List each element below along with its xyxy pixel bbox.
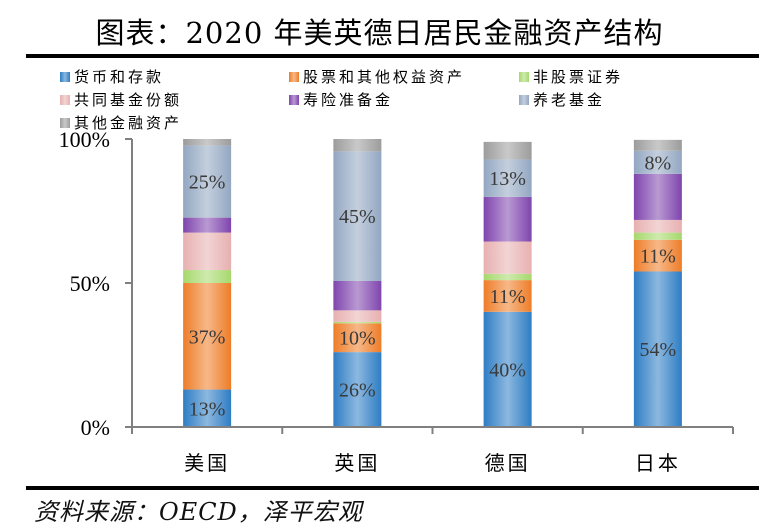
bar-segment bbox=[183, 232, 232, 271]
bar-stack bbox=[183, 139, 232, 427]
bar-segment bbox=[633, 219, 682, 233]
bar-segment bbox=[333, 352, 382, 427]
legend-swatch bbox=[519, 94, 529, 105]
bar-segment bbox=[183, 217, 232, 233]
legend-label: 寿险准备金 bbox=[303, 91, 394, 109]
bar-segment bbox=[183, 389, 232, 427]
bar-segment bbox=[483, 280, 532, 312]
x-tick-label: 英国 bbox=[334, 451, 380, 475]
legend-label: 养老基金 bbox=[533, 91, 606, 109]
source-divider bbox=[26, 486, 759, 490]
data-label: 10% bbox=[339, 328, 376, 350]
x-tick-label: 美国 bbox=[184, 451, 230, 475]
data-label: 45% bbox=[339, 206, 376, 228]
data-label: 11% bbox=[490, 286, 526, 308]
bar-segment bbox=[183, 139, 232, 146]
data-label: 8% bbox=[645, 152, 672, 174]
source-note: 资料来源：OECD，泽平宏观 bbox=[34, 498, 363, 526]
bar-segment bbox=[633, 239, 682, 272]
legend-item: 股票和其他权益资产 bbox=[289, 66, 465, 87]
legend-swatch bbox=[60, 94, 70, 105]
legend-swatch bbox=[289, 71, 299, 82]
legend-item: 共同基金份额 bbox=[60, 89, 182, 110]
data-label: 37% bbox=[189, 326, 226, 348]
legend-swatch bbox=[60, 71, 70, 82]
legend-swatch bbox=[289, 94, 299, 105]
legend-item: 寿险准备金 bbox=[289, 89, 393, 110]
x-tick-label: 日本 bbox=[635, 451, 681, 475]
bar-segment bbox=[633, 139, 682, 151]
legend-label: 货币和存款 bbox=[74, 68, 165, 86]
legend-item: 养老基金 bbox=[519, 89, 605, 110]
legend-label: 非股票证券 bbox=[533, 68, 624, 86]
data-label: 26% bbox=[339, 380, 376, 402]
bar-segment bbox=[633, 232, 682, 240]
bar-segment bbox=[333, 139, 382, 152]
bars-layer bbox=[183, 139, 682, 427]
bar-segment bbox=[483, 159, 532, 197]
legend-label: 股票和其他权益资产 bbox=[303, 68, 466, 86]
y-tick-label: 100% bbox=[59, 127, 110, 152]
bar-segment bbox=[633, 173, 682, 220]
chart-title: 图表：2020 年美英德日居民金融资产结构 bbox=[95, 16, 664, 50]
bar-segment bbox=[483, 241, 532, 274]
data-label: 54% bbox=[640, 339, 677, 361]
bar-stack bbox=[333, 139, 382, 427]
y-tick-label: 0% bbox=[81, 415, 110, 440]
bar-segment bbox=[483, 196, 532, 242]
x-tick-label: 德国 bbox=[485, 451, 531, 475]
bar-segment bbox=[633, 150, 682, 174]
bar-segment bbox=[483, 273, 532, 281]
data-label: 25% bbox=[189, 172, 226, 194]
bar-segment bbox=[333, 321, 382, 324]
title-divider bbox=[26, 54, 759, 58]
bar-segment bbox=[633, 271, 682, 427]
bar-segment bbox=[333, 310, 382, 322]
y-tick-label: 50% bbox=[70, 271, 110, 296]
bar-segment bbox=[333, 280, 382, 311]
bar-segment bbox=[183, 270, 232, 283]
legend-label: 共同基金份额 bbox=[74, 91, 183, 109]
data-label: 11% bbox=[640, 246, 676, 268]
bar-segment bbox=[183, 145, 232, 218]
legend-label: 其他金融资产 bbox=[74, 114, 183, 132]
bar-stack bbox=[483, 141, 532, 427]
legend-item: 非股票证券 bbox=[519, 66, 623, 87]
bar-segment bbox=[333, 323, 382, 353]
bar-segment bbox=[483, 311, 532, 427]
bar-segment bbox=[333, 151, 382, 281]
axes-layer bbox=[125, 138, 734, 434]
bar-segment bbox=[183, 283, 232, 390]
legend-swatch bbox=[60, 117, 70, 128]
bar-stack bbox=[633, 139, 682, 427]
labels-layer: 13% 37% 25% 美国 26% 10% 45% 英国 40% 11% 13% 德国 54% 11% 8… bbox=[59, 127, 681, 475]
bar-segment bbox=[483, 141, 532, 160]
legend-swatch bbox=[519, 71, 529, 82]
legend: 货币和存款 股票和其他权益资产 非股票证券 共同基金份额 寿险准备金 养老基金 … bbox=[0, 0, 759, 133]
data-label: 13% bbox=[189, 398, 226, 420]
legend-item: 其他金融资产 bbox=[60, 112, 182, 133]
data-label: 40% bbox=[489, 359, 526, 381]
legend-item: 货币和存款 bbox=[60, 66, 164, 87]
data-label: 13% bbox=[489, 168, 526, 190]
